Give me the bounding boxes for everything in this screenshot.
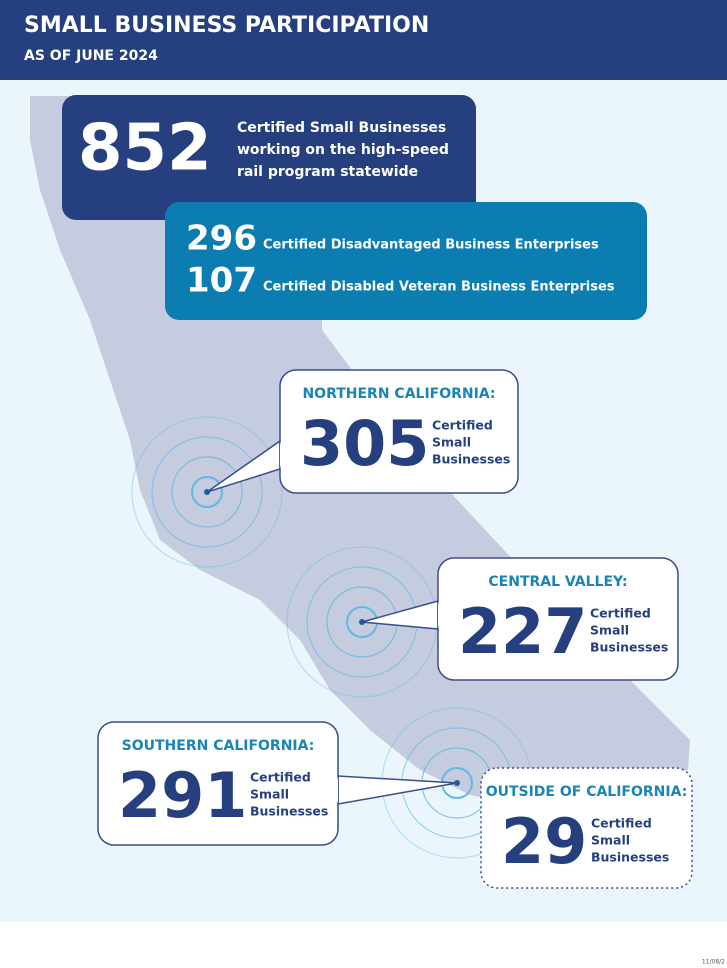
region-line: Certified: [250, 770, 311, 785]
statewide-number: 852: [78, 112, 212, 186]
region-name: CENTRAL VALLEY:: [488, 574, 627, 590]
subtitle: AS OF JUNE 2024: [24, 48, 158, 64]
region-line: Businesses: [590, 640, 668, 655]
region-line: Certified: [590, 606, 651, 621]
ring: [151, 436, 263, 548]
groups-box: [165, 202, 647, 320]
header-band: [0, 0, 727, 80]
group-label: Certified Disadvantaged Business Enterpr…: [263, 238, 599, 253]
region-number: 305: [300, 407, 429, 480]
ring: [191, 476, 223, 508]
group-number: 296: [186, 219, 257, 259]
region-line: Businesses: [591, 850, 669, 865]
region-name: OUTSIDE OF CALIFORNIA:: [486, 784, 688, 800]
statewide-line: Certified Small Businesses: [237, 120, 446, 136]
pointer-join: [438, 602, 442, 628]
callouts: NORTHERN CALIFORNIA:305 CertifiedSmallBus…: [97, 369, 693, 889]
region-line: Certified: [591, 816, 652, 831]
region-line: Small: [591, 833, 630, 848]
region-line: Small: [590, 623, 629, 638]
region-number: 29: [501, 805, 587, 878]
region-number: 291: [118, 759, 247, 832]
title: SMALL BUSINESS PARTICIPATION: [24, 13, 429, 38]
region-line: Small: [250, 787, 289, 802]
region-line: Certified: [432, 418, 493, 433]
pointer-join: [280, 442, 284, 468]
footer-date: 11/08/2: [702, 959, 725, 966]
region-name: NORTHERN CALIFORNIA:: [302, 386, 495, 402]
region-line: Businesses: [432, 452, 510, 467]
region-box: [279, 369, 519, 494]
statewide-box: [62, 95, 476, 220]
group-number: 107: [186, 261, 257, 301]
ring: [171, 456, 243, 528]
region-box: [480, 767, 693, 889]
ring: [131, 416, 283, 568]
region-line: Small: [432, 435, 471, 450]
statewide-line: working on the high-speed: [237, 142, 449, 158]
region-name: SOUTHERN CALIFORNIA:: [122, 738, 315, 754]
region-number: 227: [458, 595, 587, 668]
statewide-line: rail program statewide: [237, 164, 418, 180]
group-label: Certified Disabled Veteran Business Ente…: [263, 280, 615, 295]
pointer-join: [334, 777, 338, 803]
region-line: Businesses: [250, 804, 328, 819]
